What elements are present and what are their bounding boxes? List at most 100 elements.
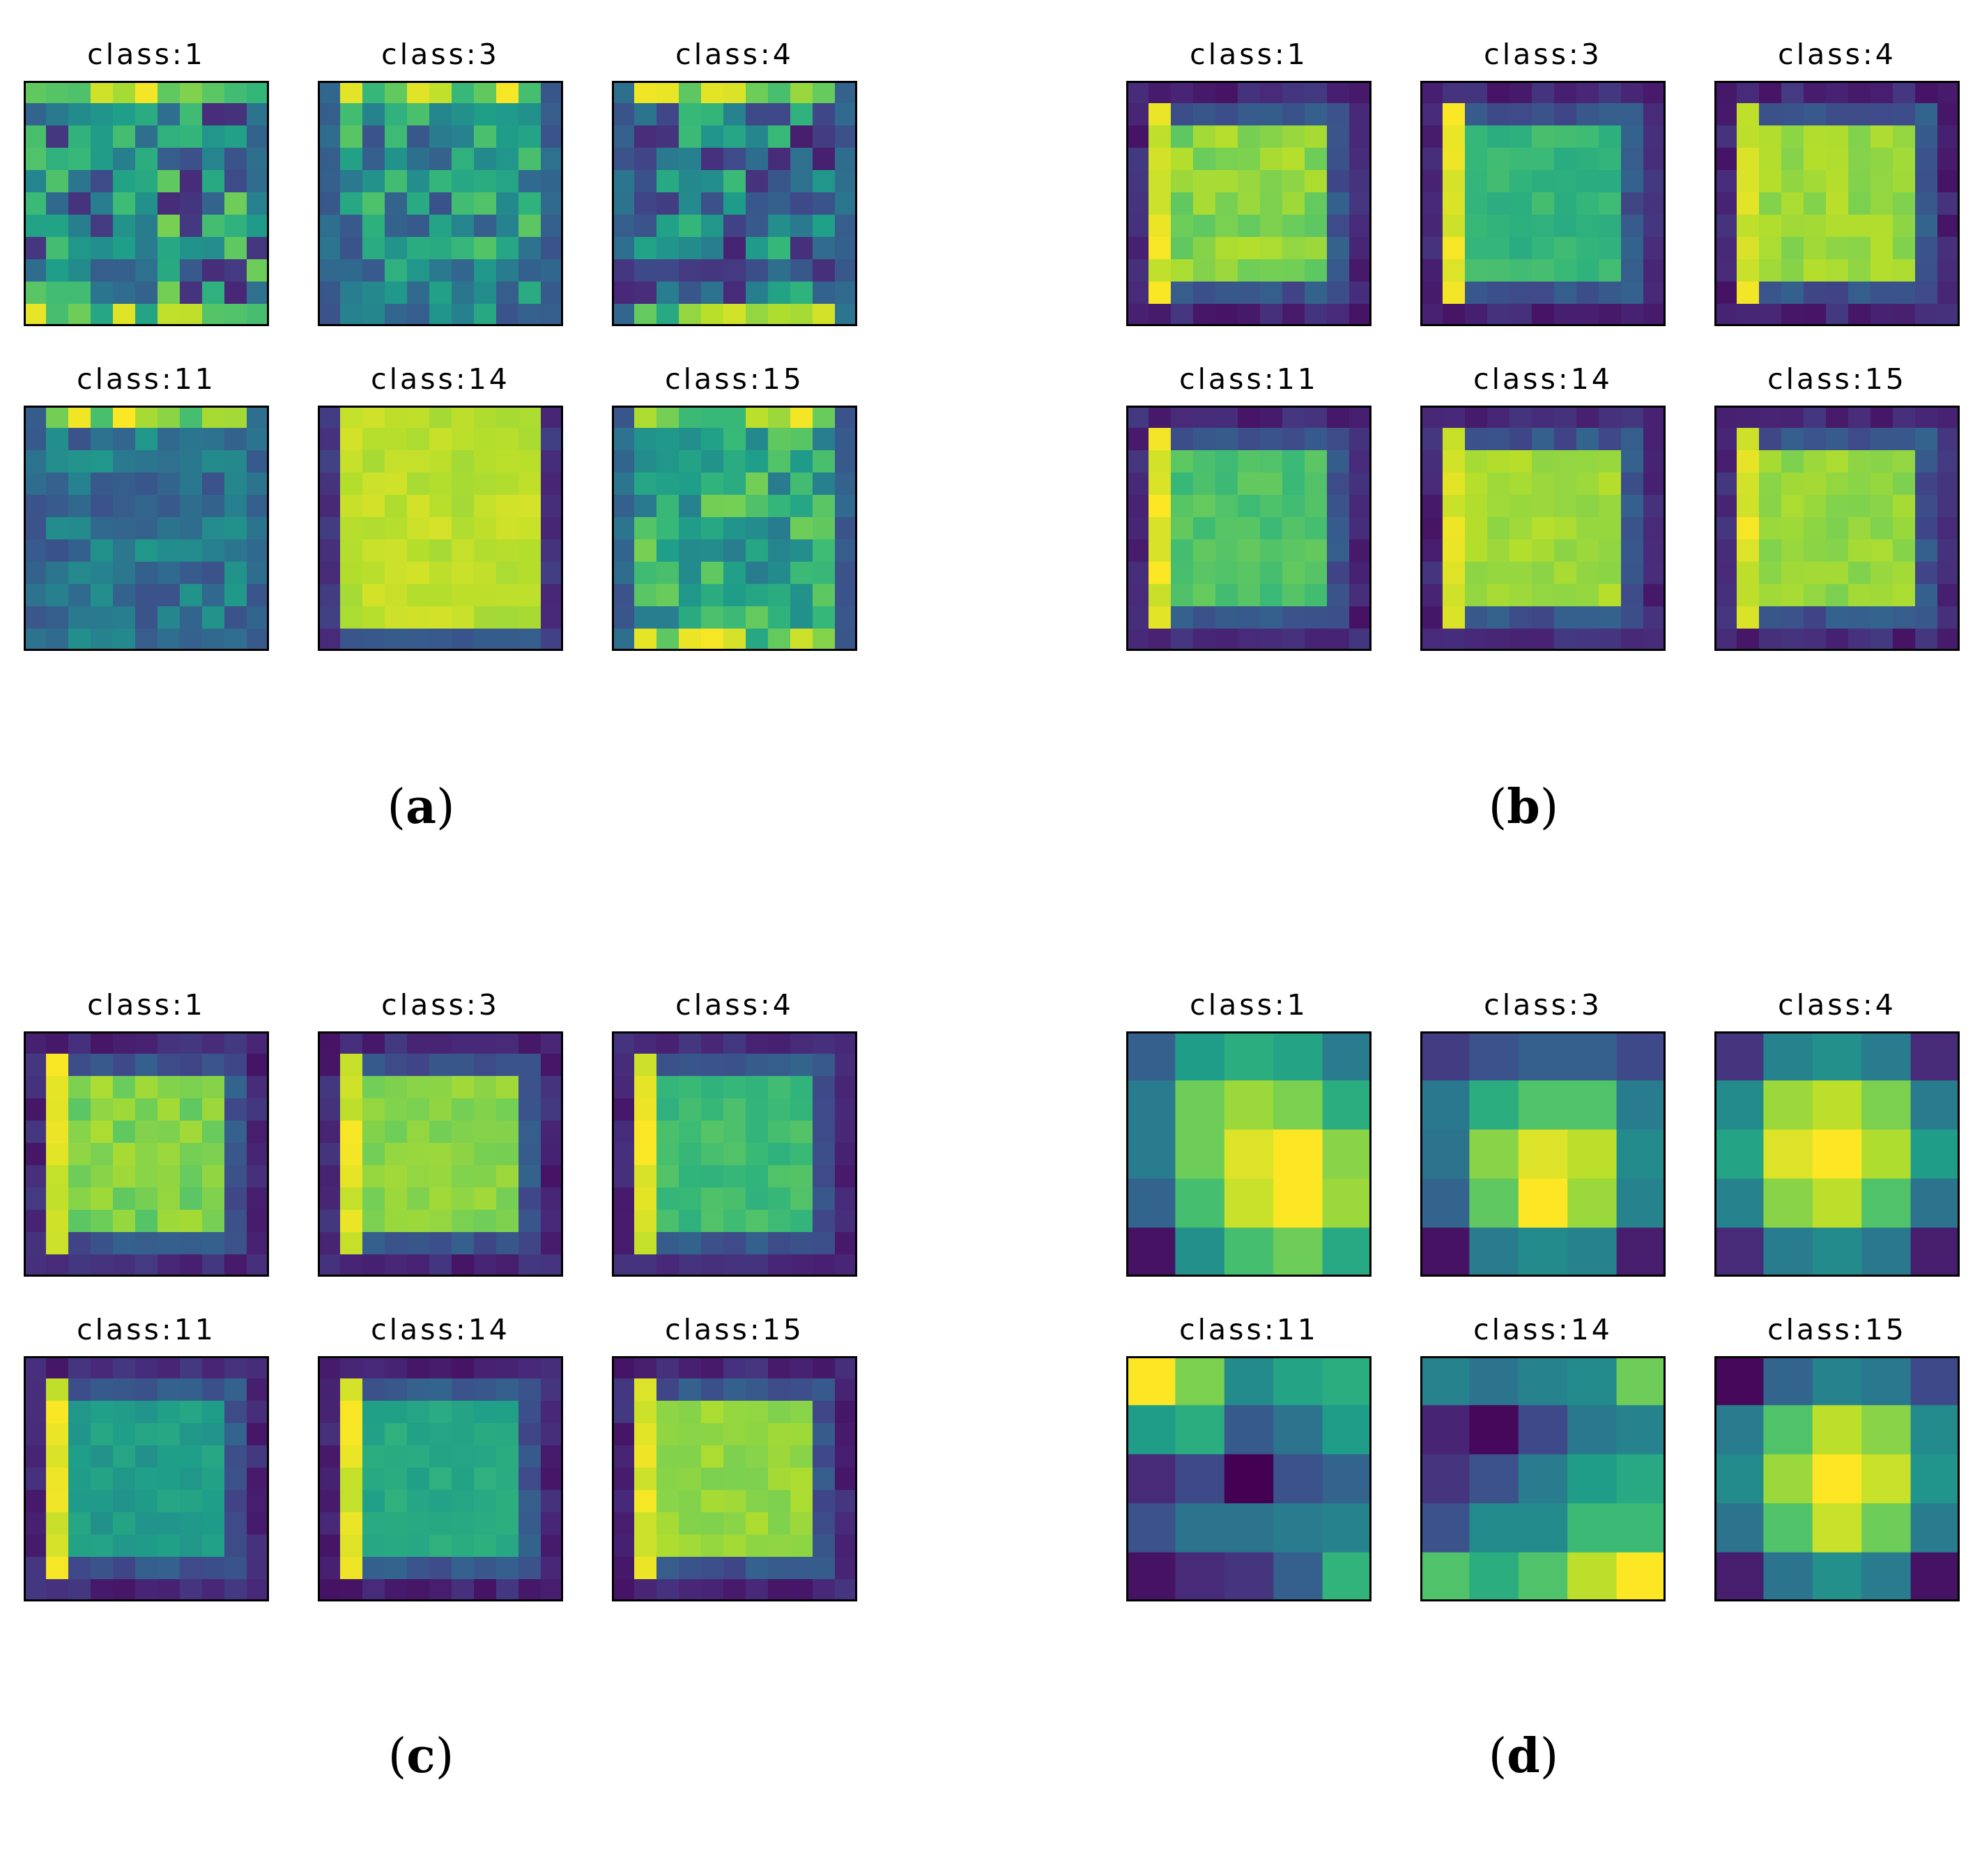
heatmap-cell: [1826, 170, 1849, 193]
heatmap-cell: [429, 1210, 452, 1233]
heatmap-cell: [91, 1512, 114, 1535]
heatmap-cell: [1420, 1129, 1470, 1179]
heatmap-cell: [224, 584, 247, 607]
heatmap-cell: [1260, 562, 1283, 585]
heatmap-cell: [768, 1076, 791, 1099]
heatmap-cell: [634, 282, 657, 305]
heatmap-cell: [541, 1121, 563, 1144]
heatmap-cell: [452, 517, 475, 540]
heatmap-cell: [318, 1076, 341, 1099]
heatmap-cell: [180, 1165, 203, 1188]
heatmap-cell: [1305, 562, 1328, 585]
heatmap-cell: [1238, 606, 1261, 629]
heatmap-cell: [701, 584, 724, 607]
heatmap-cell: [362, 81, 385, 104]
heatmap-cell: [612, 1579, 635, 1601]
heatmap-cell: [24, 148, 47, 171]
heatmap-cell: [768, 1579, 791, 1601]
heatmap-cell: [518, 1557, 541, 1580]
heatmap-cell: [1643, 539, 1666, 562]
heatmap-cell: [1509, 406, 1532, 429]
heatmap-cell: [1322, 1454, 1372, 1504]
heatmap-cell: [1759, 584, 1782, 607]
heatmap-cell: [91, 1557, 114, 1580]
heatmap-cell: [1420, 472, 1443, 495]
heatmap-cell: [180, 1356, 203, 1379]
heatmap-cell: [224, 192, 247, 215]
heatmap-cell: [746, 259, 769, 282]
heatmap-cell: [496, 215, 519, 238]
heatmap-cell: [1215, 103, 1238, 126]
heatmap-cell: [1327, 450, 1350, 473]
heatmap-cell: [46, 517, 69, 540]
heatmap-cell: [202, 1165, 225, 1188]
heatmap-cell: [224, 1076, 247, 1099]
heatmap-cell: [1915, 259, 1938, 282]
heatmap-cell: [1215, 450, 1238, 473]
heatmap-cell: [158, 1378, 180, 1401]
heatmap-cell: [1643, 192, 1666, 215]
heatmap-cell: [612, 1378, 635, 1401]
heatmap-cell: [1737, 215, 1760, 238]
heatmap-cell: [496, 282, 519, 305]
heatmap-cell: [1915, 539, 1938, 562]
heatmap-cell: [1937, 237, 1960, 260]
heatmap-cell: [1305, 237, 1328, 260]
heatmap-cell: [1327, 81, 1350, 104]
heatmap-cell: [474, 1121, 497, 1144]
heatmap-title: class:1: [1190, 38, 1308, 71]
heatmap-cell: [1826, 237, 1849, 260]
heatmap-cell: [1804, 606, 1827, 629]
heatmap-cell: [1193, 282, 1216, 305]
heatmap-cell: [429, 1490, 452, 1513]
heatmap-cell: [835, 539, 857, 562]
heatmap-cell: [723, 517, 746, 540]
heatmap-cell: [1848, 237, 1871, 260]
heatmap-cell: [429, 215, 452, 238]
heatmap-cell: [385, 1557, 408, 1580]
heatmap-cell: [1327, 192, 1350, 215]
heatmap-cell: [1487, 304, 1510, 326]
heatmap-cell: [813, 1579, 836, 1601]
heatmap-cell: [385, 125, 408, 148]
heatmap-cell: [1282, 215, 1305, 238]
heatmap-cell: [1193, 450, 1216, 473]
heatmap-cell: [1260, 629, 1283, 651]
heatmap-cell: [768, 1031, 791, 1054]
heatmap-cell: [24, 259, 47, 282]
heatmap-cell: [768, 1187, 791, 1210]
heatmap-cell: [474, 606, 497, 629]
heatmap-cell: [1305, 472, 1328, 495]
heatmap-cell: [452, 539, 475, 562]
heatmap-cell: [113, 1187, 136, 1210]
heatmap-a-class-1: class:1: [24, 33, 269, 326]
heatmap-cell: [701, 450, 724, 473]
heatmap-cell: [1599, 103, 1622, 126]
heatmap-cell: [723, 148, 746, 171]
heatmap-cell: [1305, 125, 1328, 148]
heatmap-cell: [612, 1143, 635, 1166]
heatmap-cell: [1171, 125, 1194, 148]
heatmap-cell: [180, 148, 203, 171]
heatmap-cell: [1826, 282, 1849, 305]
heatmap-cell: [224, 103, 247, 126]
heatmap-cell: [135, 539, 158, 562]
heatmap-cell: [1443, 81, 1466, 104]
heatmap-c-class-15: class:15: [612, 1309, 857, 1601]
heatmap-cell: [113, 584, 136, 607]
heatmap-cell: [135, 495, 158, 518]
heatmap-cell: [1616, 1129, 1666, 1179]
heatmap-cell: [1126, 237, 1149, 260]
heatmap-cell: [224, 81, 247, 104]
heatmap-cell: [518, 1423, 541, 1446]
heatmap-cell: [612, 81, 635, 104]
heatmap-cell: [1848, 562, 1871, 585]
heatmap-cell: [158, 170, 180, 193]
heatmap-cell: [91, 495, 114, 518]
heatmap-cell: [518, 1535, 541, 1558]
heatmap-cell: [1576, 428, 1599, 451]
heatmap-cell: [1781, 215, 1804, 238]
heatmap-cell: [135, 1143, 158, 1166]
heatmap-cell: [1759, 259, 1782, 282]
heatmap-cell: [385, 406, 408, 429]
